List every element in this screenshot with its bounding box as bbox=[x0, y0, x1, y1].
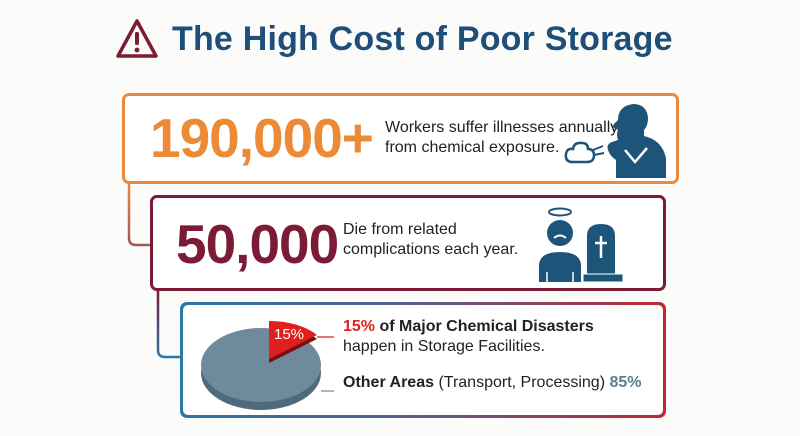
other-areas-detail: (Transport, Processing) bbox=[434, 374, 610, 391]
disaster-location-card: 15% 15% of Major Chemical Disasters happ… bbox=[180, 302, 666, 418]
stat-description-line: complications each year. bbox=[343, 241, 519, 258]
stat-description: Die from related complications each year… bbox=[343, 220, 518, 260]
storage-percent: 15% bbox=[343, 318, 376, 335]
warning-triangle-icon bbox=[116, 19, 158, 58]
stat-card-illnesses: 190,000+ Workers suffer illnesses annual… bbox=[122, 93, 679, 184]
page-title: The High Cost of Poor Storage bbox=[172, 19, 673, 58]
stat-value: 50,000 bbox=[176, 213, 339, 275]
stat-description-line: Workers suffer illnesses annually bbox=[385, 119, 619, 136]
other-areas-label: Other Areas bbox=[343, 374, 434, 391]
stat-description: Workers suffer illnesses annually from c… bbox=[385, 118, 618, 158]
other-areas-line: Other Areas (Transport, Processing) 85% bbox=[343, 373, 642, 393]
stat-value: 190,000+ bbox=[150, 107, 374, 169]
deceased-person-gravestone-icon bbox=[539, 207, 624, 283]
pie-chart: 15% bbox=[201, 320, 334, 410]
coughing-person-icon bbox=[564, 104, 666, 178]
storage-description: happen in Storage Facilities. bbox=[343, 338, 545, 355]
pie-slice-storage bbox=[269, 320, 317, 359]
stat-card-deaths: 50,000 Die from related complications ea… bbox=[150, 195, 666, 291]
pie-slice-label: 15% bbox=[274, 326, 304, 343]
stat-description-line: from chemical exposure. bbox=[385, 139, 560, 156]
storage-stat-line: 15% of Major Chemical Disasters bbox=[343, 317, 594, 337]
other-areas-percent: 85% bbox=[609, 374, 642, 391]
stat-description-line: Die from related bbox=[343, 221, 457, 238]
page-header: The High Cost of Poor Storage bbox=[116, 12, 673, 66]
storage-label: of Major Chemical Disasters bbox=[375, 318, 594, 335]
